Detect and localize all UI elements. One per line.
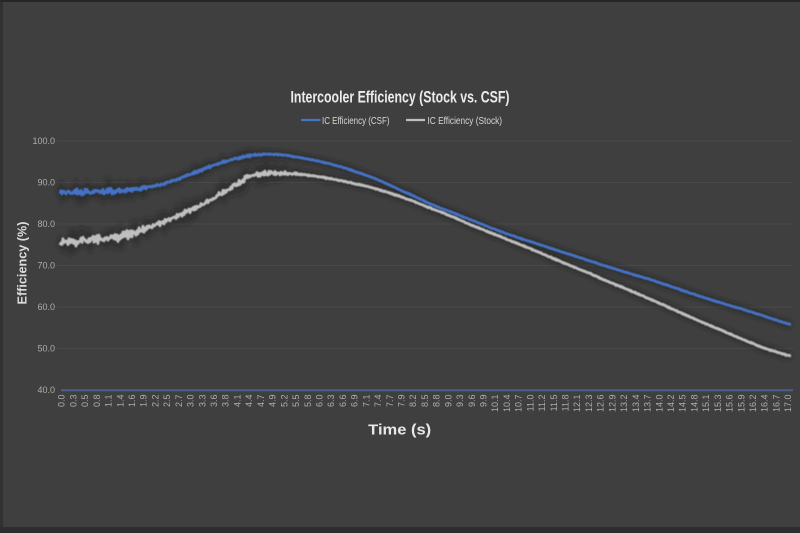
svg-text:9.9: 9.9: [479, 395, 489, 408]
svg-text:12.3: 12.3: [584, 395, 594, 413]
svg-text:15.1: 15.1: [701, 395, 711, 413]
svg-text:14.2: 14.2: [666, 395, 676, 413]
svg-text:12.9: 12.9: [607, 395, 617, 413]
svg-text:13.4: 13.4: [631, 395, 641, 413]
svg-text:8.5: 8.5: [420, 395, 430, 408]
svg-text:3.6: 3.6: [209, 395, 219, 408]
svg-text:7.7: 7.7: [385, 395, 395, 408]
svg-text:IC Efficiency (CSF): IC Efficiency (CSF): [322, 116, 390, 127]
svg-text:IC Efficiency (Stock): IC Efficiency (Stock): [428, 116, 503, 127]
svg-text:16.4: 16.4: [760, 395, 770, 413]
svg-text:7.4: 7.4: [373, 395, 383, 408]
svg-text:6.0: 6.0: [315, 395, 325, 408]
svg-text:14.8: 14.8: [689, 395, 699, 413]
svg-text:13.2: 13.2: [619, 395, 629, 413]
svg-text:3.0: 3.0: [186, 395, 196, 408]
svg-text:5.8: 5.8: [303, 395, 313, 408]
svg-text:14.5: 14.5: [678, 395, 688, 413]
svg-text:60.0: 60.0: [37, 302, 55, 312]
svg-text:10.4: 10.4: [502, 395, 512, 413]
svg-text:14.0: 14.0: [654, 395, 664, 413]
svg-text:Time (s): Time (s): [368, 422, 431, 439]
svg-text:11.8: 11.8: [561, 395, 571, 412]
svg-text:7.1: 7.1: [361, 395, 371, 408]
svg-text:4.4: 4.4: [244, 395, 254, 408]
svg-text:5.5: 5.5: [291, 395, 301, 408]
svg-text:10.1: 10.1: [490, 395, 500, 413]
svg-text:15.9: 15.9: [736, 395, 746, 413]
svg-text:6.6: 6.6: [338, 395, 348, 408]
svg-text:9.3: 9.3: [455, 395, 465, 408]
svg-text:16.7: 16.7: [771, 395, 781, 413]
svg-text:9.6: 9.6: [467, 395, 477, 408]
svg-text:2.7: 2.7: [174, 395, 184, 408]
svg-text:17.0: 17.0: [783, 395, 793, 413]
svg-text:Efficiency (%): Efficiency (%): [15, 222, 30, 305]
svg-text:80.0: 80.0: [37, 219, 55, 229]
svg-text:4.7: 4.7: [256, 395, 266, 408]
svg-text:70.0: 70.0: [37, 261, 55, 271]
svg-text:1.4: 1.4: [115, 395, 125, 408]
svg-text:5.2: 5.2: [279, 395, 289, 408]
svg-text:9.0: 9.0: [443, 395, 453, 408]
svg-text:100.0: 100.0: [32, 136, 55, 146]
svg-text:1.1: 1.1: [104, 395, 114, 408]
svg-text:6.9: 6.9: [350, 395, 360, 408]
svg-text:8.8: 8.8: [432, 395, 442, 408]
svg-text:6.3: 6.3: [326, 395, 336, 408]
svg-text:3.3: 3.3: [197, 395, 207, 408]
svg-text:8.2: 8.2: [408, 395, 418, 408]
svg-text:12.1: 12.1: [572, 395, 582, 413]
svg-text:4.1: 4.1: [233, 395, 243, 408]
svg-text:1.9: 1.9: [139, 395, 149, 408]
svg-text:50.0: 50.0: [37, 344, 55, 354]
svg-text:1.6: 1.6: [127, 395, 137, 408]
svg-text:2.2: 2.2: [150, 395, 160, 408]
svg-text:16.2: 16.2: [748, 395, 758, 413]
svg-text:0.0: 0.0: [57, 395, 67, 408]
svg-text:0.3: 0.3: [68, 395, 78, 408]
svg-text:12.6: 12.6: [596, 395, 606, 413]
svg-text:7.9: 7.9: [397, 395, 407, 408]
svg-text:11.2: 11.2: [537, 395, 547, 412]
svg-text:2.5: 2.5: [162, 395, 172, 408]
svg-text:3.8: 3.8: [221, 395, 231, 408]
svg-text:11.5: 11.5: [549, 395, 559, 412]
svg-text:0.8: 0.8: [92, 395, 102, 408]
svg-text:4.9: 4.9: [268, 395, 278, 408]
svg-text:15.3: 15.3: [713, 395, 723, 413]
svg-text:90.0: 90.0: [37, 178, 55, 188]
svg-text:0.5: 0.5: [80, 395, 90, 408]
svg-text:Intercooler Efficiency (Stock: Intercooler Efficiency (Stock vs. CSF): [291, 88, 510, 107]
svg-text:40.0: 40.0: [37, 385, 55, 395]
svg-text:13.7: 13.7: [643, 395, 653, 413]
svg-text:11.0: 11.0: [525, 395, 535, 412]
svg-text:10.7: 10.7: [514, 395, 524, 413]
svg-text:15.6: 15.6: [725, 395, 735, 413]
